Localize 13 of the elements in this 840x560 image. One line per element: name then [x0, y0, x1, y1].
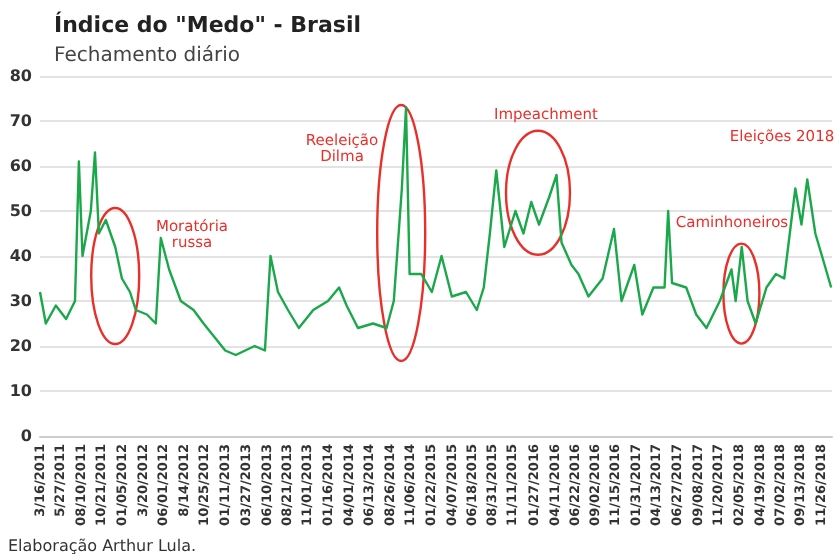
text: Elaboração Arthur Lula.	[8, 537, 197, 555]
y-tick-label: 40	[9, 247, 33, 265]
chart-title: Índice do "Medo" - Brasil	[54, 10, 361, 38]
y-tick-label: 0	[20, 427, 33, 445]
y-tick-label: 20	[9, 337, 33, 355]
y-tick-label: 10	[9, 382, 33, 400]
line-series	[38, 106, 833, 357]
y-tick-label: 50	[9, 202, 33, 220]
chart-subtitle: Fechamento diário	[54, 45, 241, 67]
y-tick-label: 70	[9, 112, 33, 130]
y-tick-label: 30	[9, 292, 33, 310]
y-tick-label: 60	[9, 157, 33, 175]
y-tick-label: 80	[9, 67, 33, 85]
